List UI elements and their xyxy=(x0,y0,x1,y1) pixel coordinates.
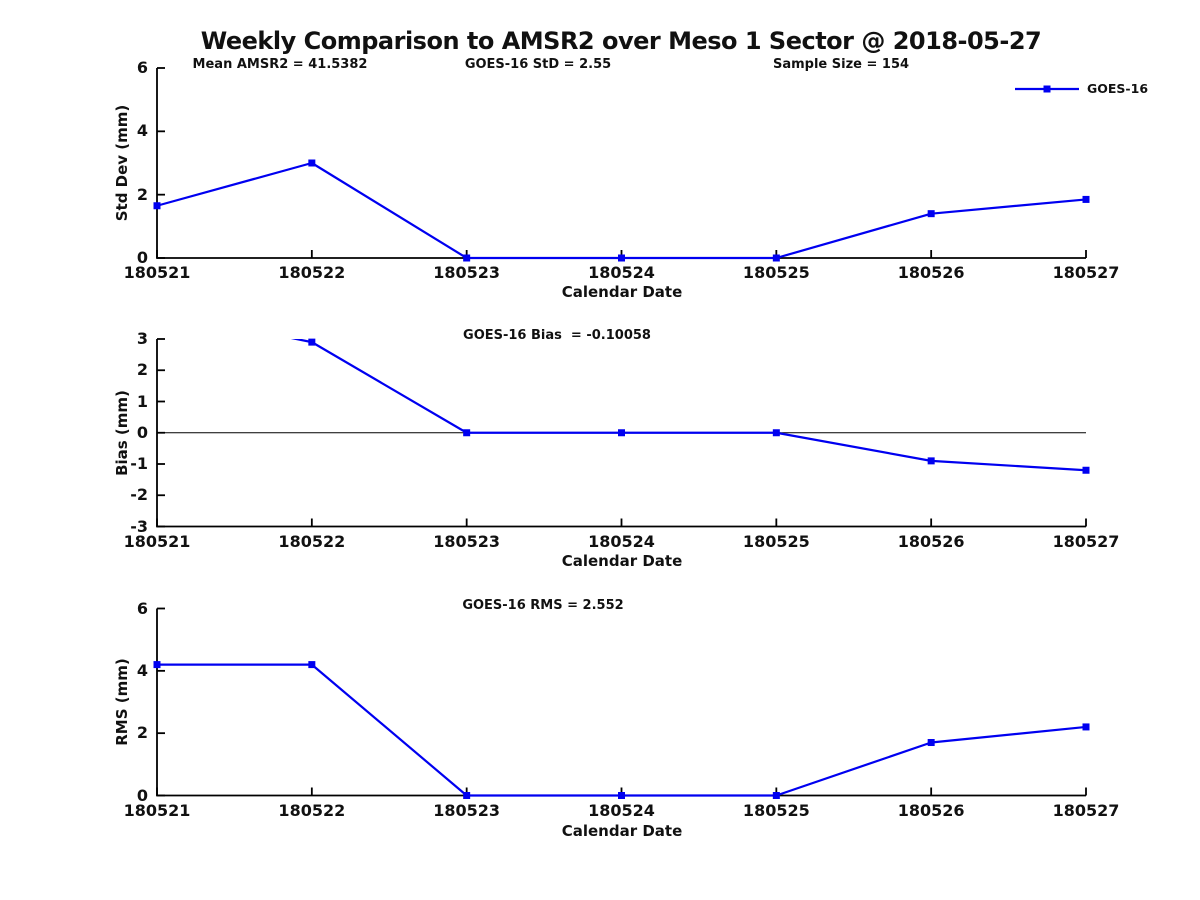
data-point-marker xyxy=(618,429,625,437)
x-tick-label: 180527 xyxy=(1052,531,1120,551)
data-point-marker xyxy=(927,739,935,747)
x-tick-label: 180521 xyxy=(123,800,191,820)
x-tick-label: 180524 xyxy=(588,531,655,551)
data-point-marker xyxy=(618,792,625,799)
axes-spines xyxy=(156,68,1086,259)
figure-title: Weekly Comparison to AMSR2 over Meso 1 S… xyxy=(200,27,1042,55)
x-tick-label: 180525 xyxy=(742,800,810,820)
data-point-marker xyxy=(1082,195,1090,203)
data-point-marker xyxy=(772,254,780,262)
y-tick-label: 2 xyxy=(136,184,148,204)
data-point-marker xyxy=(463,792,471,799)
y-tick-label: 0 xyxy=(136,248,148,267)
series-line-GOES-16 xyxy=(156,161,1087,260)
x-tick-label: 180526 xyxy=(897,800,965,820)
x-tick-label: 180524 xyxy=(588,263,655,282)
x-tick-label: 180522 xyxy=(278,263,346,282)
data-point-marker xyxy=(308,159,316,167)
legend-marker-icon xyxy=(1043,85,1051,92)
x-tick-label: 180525 xyxy=(742,263,810,282)
y-tick-label: 6 xyxy=(136,58,148,77)
x-axis-label-bias: Calendar Date xyxy=(561,552,683,570)
x-tick-label: 180525 xyxy=(742,531,810,551)
legend-line-sample xyxy=(1015,85,1079,92)
data-point-marker xyxy=(927,210,935,218)
x-tick-label: 180523 xyxy=(433,531,501,551)
data-point-marker xyxy=(308,338,316,346)
subplot-bias xyxy=(156,338,1090,528)
y-tick-label: 0 xyxy=(136,785,148,805)
x-tick-label: 180522 xyxy=(278,800,346,820)
x-axis-label-rms: Calendar Date xyxy=(561,822,683,840)
x-tick-label: 180521 xyxy=(123,531,191,551)
legend-label: GOES-16 xyxy=(1087,81,1149,96)
series-line-GOES-16 xyxy=(157,663,1087,797)
annotation-goes16-bias: GOES-16 Bias = -0.10058 xyxy=(463,328,651,343)
annotation-goes16-std: GOES-16 StD = 2.55 xyxy=(464,57,612,72)
x-tick-label: 180526 xyxy=(897,531,965,551)
annotation-goes16-rms: GOES-16 RMS = 2.552 xyxy=(462,598,624,613)
y-tick-label: -1 xyxy=(130,454,148,473)
x-tick-label: 180527 xyxy=(1052,800,1120,820)
x-tick-label: 180524 xyxy=(588,800,655,820)
axes-spines xyxy=(156,608,1086,797)
y-tick-label: 2 xyxy=(136,360,148,380)
y-tick-label: -3 xyxy=(130,516,148,536)
x-tick-label: 180523 xyxy=(433,800,501,820)
annotation-mean-amsr2: Mean AMSR2 = 41.5382 xyxy=(192,57,368,72)
x-tick-label: 180521 xyxy=(123,263,191,282)
data-point-marker xyxy=(308,661,316,669)
subplot-rms xyxy=(153,607,1090,799)
data-point-marker xyxy=(153,661,161,669)
annotation-sample-size: Sample Size = 154 xyxy=(772,57,910,72)
y-tick-label: 4 xyxy=(136,660,148,680)
data-point-marker xyxy=(772,429,780,437)
y-tick-label: -2 xyxy=(130,485,148,505)
x-axis-label-stddev: Calendar Date xyxy=(561,283,683,301)
y-tick-label: 4 xyxy=(136,121,148,141)
x-tick-label: 180523 xyxy=(433,263,501,282)
data-point-marker xyxy=(1082,466,1090,474)
x-tick-label: 180522 xyxy=(278,531,346,551)
y-tick-label: 1 xyxy=(136,391,148,411)
data-point-marker xyxy=(463,429,471,437)
data-point-marker xyxy=(927,457,935,465)
y-tick-label: 2 xyxy=(136,723,148,743)
x-tick-label: 180527 xyxy=(1052,263,1120,282)
data-point-marker xyxy=(618,254,625,262)
y-tick-label: 6 xyxy=(136,598,148,618)
data-point-marker xyxy=(772,792,780,799)
y-tick-label: 0 xyxy=(136,422,148,442)
legend: GOES-16 xyxy=(1015,81,1148,96)
data-point-marker xyxy=(153,202,161,210)
y-tick-label: 3 xyxy=(136,329,148,348)
data-point-marker xyxy=(1082,723,1090,731)
subplot-stddev xyxy=(153,67,1090,262)
data-point-marker xyxy=(463,254,471,262)
x-tick-label: 180526 xyxy=(897,263,965,282)
